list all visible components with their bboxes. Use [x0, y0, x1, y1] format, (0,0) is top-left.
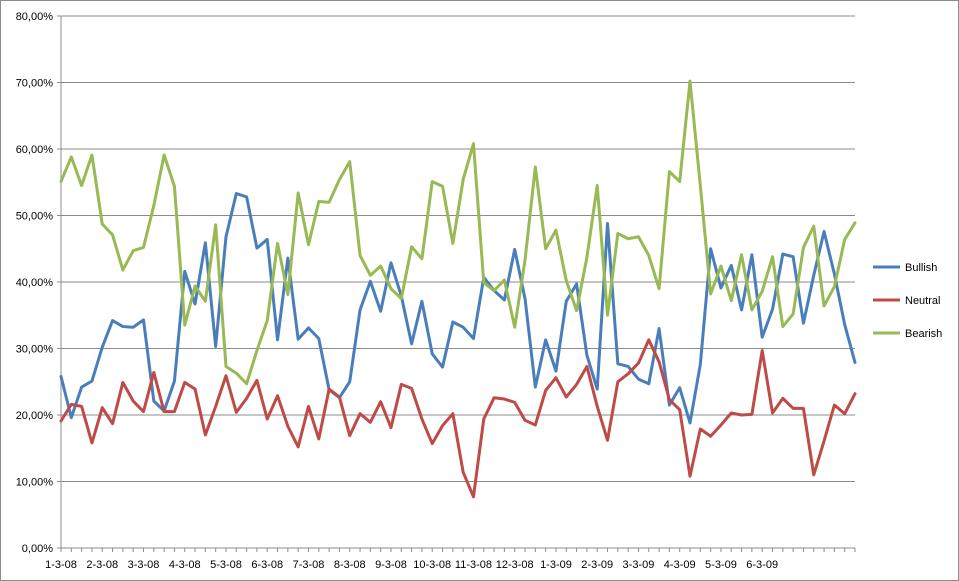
- series-line-bullish: [59, 192, 857, 425]
- x-tick-label: 5-3-09: [705, 559, 737, 571]
- y-tick-label: 60,00%: [16, 144, 54, 156]
- series-line-neutral: [59, 338, 857, 499]
- x-tick-label: 6-3-09: [746, 559, 778, 571]
- legend-label-bearish: Bearish: [905, 328, 942, 340]
- axes: 0,00% 10,00% 20,00% 30,00% 40,00% 50,00% 60,00…: [16, 11, 856, 571]
- y-tick-label: 20,00%: [16, 410, 54, 422]
- legend: Bullish Neutral Bearish: [873, 262, 942, 340]
- x-tick-label: 10-3-08: [413, 559, 451, 571]
- y-tick-label: 80,00%: [16, 11, 54, 23]
- x-tick-label: 5-3-08: [210, 559, 242, 571]
- y-tick-label: 0,00%: [22, 543, 53, 555]
- x-tick-label: 1-3-08: [45, 559, 77, 571]
- x-tick-label: 3-3-09: [623, 559, 655, 571]
- x-tick-label: 9-3-08: [375, 559, 407, 571]
- x-tick-label: 8-3-08: [334, 559, 366, 571]
- y-tick-label: 10,00%: [16, 477, 54, 489]
- series-line-bearish: [59, 79, 857, 386]
- x-tick-label: 11-3-08: [455, 559, 492, 571]
- series-lines: [59, 79, 857, 499]
- y-tick-label: 70,00%: [16, 78, 54, 90]
- x-tick-label: 4-3-09: [664, 559, 696, 571]
- y-tick-label: 40,00%: [16, 277, 54, 289]
- legend-label-neutral: Neutral: [905, 295, 940, 307]
- x-tick-label: 6-3-08: [251, 559, 283, 571]
- y-tick-label: 50,00%: [16, 211, 54, 223]
- x-tick-label: 4-3-08: [169, 559, 201, 571]
- y-tick-label: 30,00%: [16, 344, 54, 356]
- x-tick-label: 12-3-08: [496, 559, 534, 571]
- legend-label-bullish: Bullish: [905, 262, 937, 274]
- x-tick-label: 3-3-08: [128, 559, 160, 571]
- x-tick-label: 1-3-09: [540, 559, 572, 571]
- x-tick-label: 2-3-09: [581, 559, 613, 571]
- x-tick-label: 7-3-08: [293, 559, 325, 571]
- x-tick-label: 2-3-08: [86, 559, 118, 571]
